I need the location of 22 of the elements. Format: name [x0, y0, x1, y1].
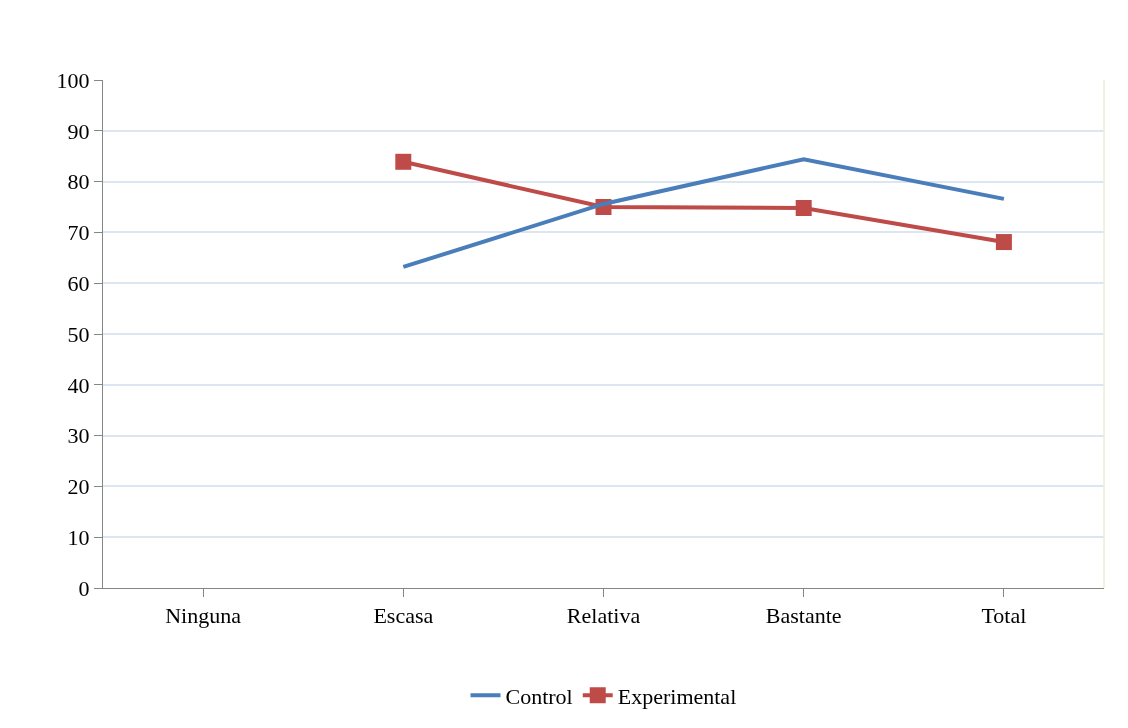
y-tick-label: 60	[67, 270, 90, 296]
legend-label: Control	[505, 683, 573, 709]
y-tick-label: 10	[67, 524, 90, 550]
x-tick-label: Ninguna	[165, 603, 242, 629]
y-tick-label: 50	[67, 321, 90, 347]
x-tick-label: Relativa	[566, 603, 641, 629]
x-tick-label: Bastante	[765, 603, 842, 629]
y-tick-label: 0	[78, 575, 90, 601]
y-tick-label: 20	[67, 474, 90, 500]
legend-label: Experimental	[617, 683, 737, 709]
y-tick-label: 30	[67, 423, 90, 449]
line-series	[401, 157, 1006, 269]
point	[795, 200, 812, 217]
y-tick-label: 100	[56, 67, 90, 93]
x-tick-label: Total	[981, 603, 1027, 629]
y-tick-label: 40	[67, 372, 90, 398]
y-tick-label: 80	[67, 169, 90, 195]
y-tick-label: 70	[67, 220, 90, 246]
point	[995, 234, 1012, 251]
point	[395, 153, 412, 170]
y-tick-label: 90	[67, 118, 90, 144]
x-tick-label: Escasa	[373, 603, 434, 629]
